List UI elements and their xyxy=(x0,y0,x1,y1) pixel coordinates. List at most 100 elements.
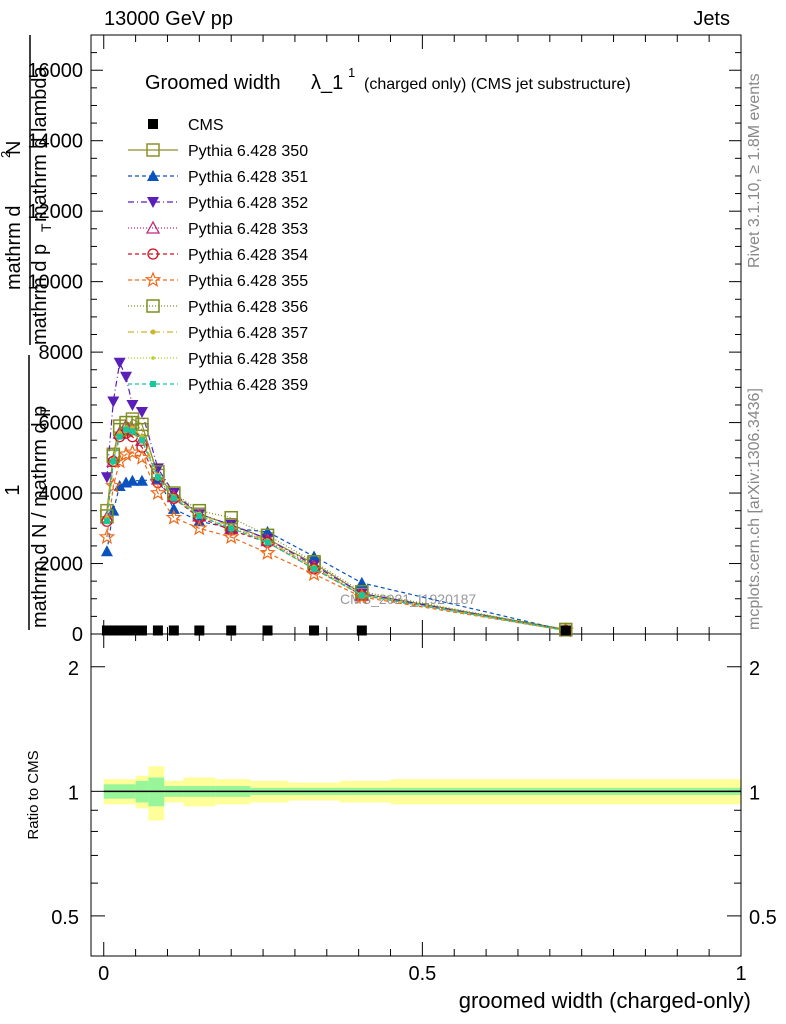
series-10-point-2 xyxy=(116,433,123,440)
series-3-point-1 xyxy=(107,396,120,408)
chart-title-rest: (charged only) (CMS jet substructure) xyxy=(364,76,631,93)
series-7 xyxy=(100,415,573,637)
series-line-2 xyxy=(106,478,566,632)
series-line-8 xyxy=(106,427,566,632)
legend-marker-6 xyxy=(144,271,162,288)
header-left: 13000 GeV pp xyxy=(104,8,233,30)
ylabel-frac2-bottom: mathrm d p xyxy=(29,244,51,345)
series-3-point-0 xyxy=(100,472,113,484)
series-6-point-7 xyxy=(165,509,183,525)
series-0-point-4 xyxy=(127,625,138,636)
legend-marker-7 xyxy=(146,299,160,313)
ylabel-frac2-t: T xyxy=(38,223,54,232)
series-7-point-9 xyxy=(224,510,238,525)
series-10-point-11 xyxy=(311,565,318,572)
x-tick-label: 0.5 xyxy=(408,963,436,985)
series-line-1 xyxy=(106,418,566,630)
rivet-label: Rivet 3.1.10, ≥ 1.8M events xyxy=(746,73,763,268)
series-9 xyxy=(105,429,568,633)
series-line-6 xyxy=(106,451,566,632)
ylabel-frac1-bottom: mathrm d N / mathrm d p xyxy=(29,406,51,628)
ratio-tick-label: 0.5 xyxy=(51,907,79,929)
watermark: CMS_2021_I1920187 xyxy=(340,591,476,607)
legend-label-0: CMS xyxy=(188,117,224,134)
legend-label-10: Pythia 6.428 359 xyxy=(188,377,308,394)
ylabel-frac2-sup: 2 xyxy=(0,151,13,158)
series-10-point-5 xyxy=(138,437,145,444)
series-10-point-9 xyxy=(228,525,235,532)
series-6 xyxy=(98,443,574,638)
series-5 xyxy=(101,427,572,637)
series-8 xyxy=(104,425,569,633)
y-tick-label: 0 xyxy=(72,624,83,646)
series-6-point-5 xyxy=(133,449,151,465)
series-6-point-12 xyxy=(353,588,371,605)
y-tick-label: 2000 xyxy=(39,554,84,576)
series-10-point-12 xyxy=(358,592,365,599)
series-10-point-8 xyxy=(196,512,203,519)
series-6-point-8 xyxy=(191,519,208,536)
series-7-point-13 xyxy=(559,623,573,637)
series-0-point-8 xyxy=(194,625,205,636)
legend-marker-2 xyxy=(147,170,159,181)
series-10-point-7 xyxy=(170,495,177,502)
series-6-point-4 xyxy=(124,443,141,460)
series-3-point-3 xyxy=(120,371,133,383)
chart-title-sup: 1 xyxy=(348,65,355,80)
series-line-9 xyxy=(106,430,566,632)
legend-label-4: Pythia 6.428 353 xyxy=(188,221,308,238)
series-6-point-6 xyxy=(149,484,167,501)
series-6-point-1 xyxy=(104,477,122,494)
x-axis-label: groomed width (charged-only) xyxy=(459,988,751,1013)
ratio-tick-label: 1 xyxy=(68,782,79,804)
series-3-point-2 xyxy=(113,357,126,369)
y-tick-label: 4000 xyxy=(39,483,84,505)
x-tick-label: 1 xyxy=(735,963,746,985)
series-2-point-7 xyxy=(167,502,180,514)
mcplots-label: mcplots.cern.ch [arXiv:1306.3436] xyxy=(746,388,763,630)
series-6-point-10 xyxy=(259,544,276,560)
series-6-point-3 xyxy=(117,445,135,462)
series-0-point-1 xyxy=(108,625,119,636)
series-4 xyxy=(99,418,573,637)
series-0-point-12 xyxy=(356,625,367,636)
legend-marker-9 xyxy=(151,356,155,360)
legend-label-6: Pythia 6.428 355 xyxy=(188,273,308,290)
ratio-tick-label-right: 2 xyxy=(749,658,760,680)
series-0-point-11 xyxy=(309,625,320,636)
legend-label-9: Pythia 6.428 358 xyxy=(188,351,308,368)
legend-label-5: Pythia 6.428 354 xyxy=(188,247,308,264)
chart-title-main: Groomed width xyxy=(145,72,281,94)
ylabel-frac2-n: N xyxy=(3,141,25,155)
series-0-point-6 xyxy=(152,625,163,636)
ratio-axis-label: Ratio to CMS xyxy=(25,750,42,839)
series-10 xyxy=(103,426,569,634)
series-10-point-3 xyxy=(123,426,130,433)
ylabel-frac2-top: mathrm d xyxy=(3,206,25,290)
series-2-point-4 xyxy=(126,474,139,486)
series-line-10 xyxy=(106,428,566,632)
series-10-point-1 xyxy=(110,458,117,465)
ylabel-frac1-top: 1 xyxy=(2,484,24,495)
y-tick-label: 8000 xyxy=(39,342,84,364)
series-0-point-5 xyxy=(136,625,147,636)
ratio-tick-label-right: 0.5 xyxy=(749,907,777,929)
legend-marker-5 xyxy=(147,248,159,260)
legend-label-1: Pythia 6.428 350 xyxy=(188,143,308,160)
series-0-point-3 xyxy=(121,625,132,636)
legend-label-3: Pythia 6.428 352 xyxy=(188,195,308,212)
y-tick-label: 16000 xyxy=(27,60,83,82)
series-line-7 xyxy=(106,422,566,631)
series-2-point-0 xyxy=(100,545,113,557)
series-1 xyxy=(100,412,573,637)
y-tick-label: 12000 xyxy=(27,201,83,223)
header-right: Jets xyxy=(693,8,730,30)
series-10-point-4 xyxy=(129,428,136,435)
series-10-point-6 xyxy=(154,474,161,481)
series-0-point-9 xyxy=(226,625,237,636)
series-3-point-5 xyxy=(135,407,148,419)
series-10-point-0 xyxy=(103,518,110,525)
series-6-point-9 xyxy=(222,528,240,545)
